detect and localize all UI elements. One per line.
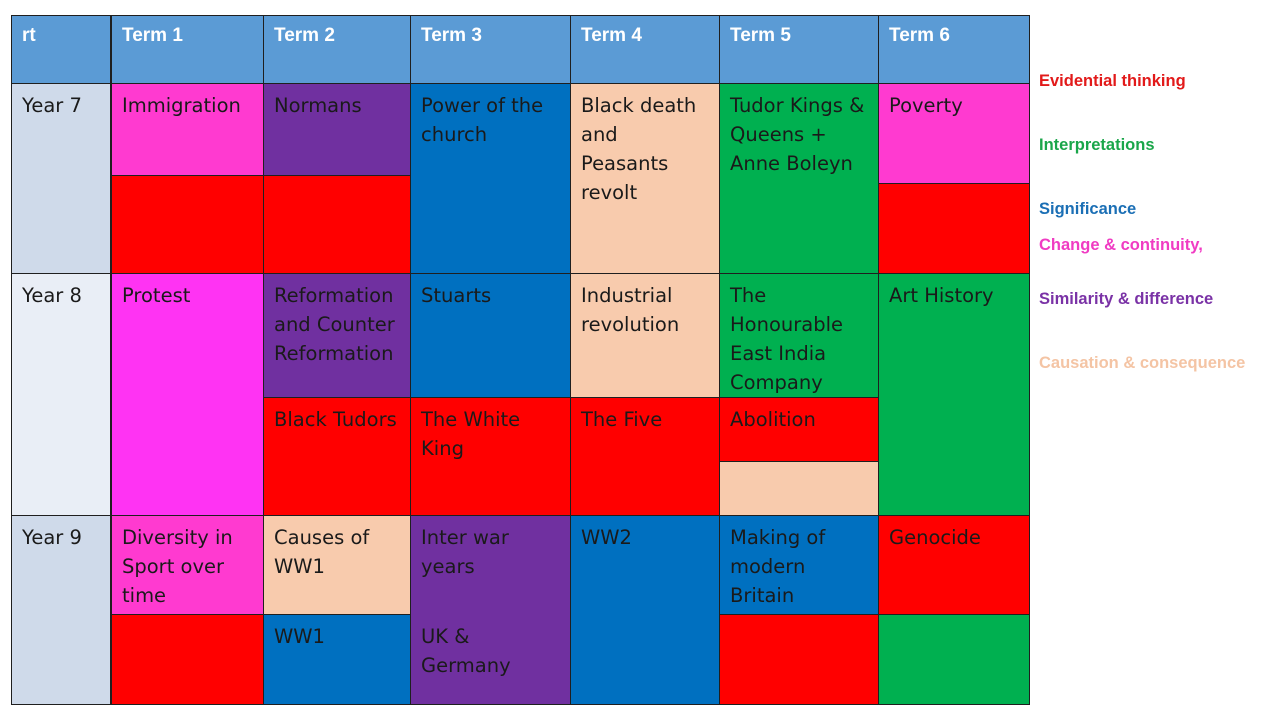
year-9-term-1-focus <box>111 614 264 705</box>
legend-similarity-difference: Similarity & difference <box>1039 290 1214 308</box>
year-9-term-3-topic-a: Inter war years <box>421 526 509 578</box>
year-9-term-2-second-topic: WW1 <box>263 614 411 705</box>
year-7-term-4-topic: Black death and Peasants revolt <box>570 83 720 274</box>
legend-change-continuity: Change & continuity, <box>1039 236 1203 254</box>
year-8-label: Year 8 <box>11 273 111 516</box>
year-9-term-5-focus <box>719 614 879 705</box>
term-2-header: Term 2 <box>263 15 411 84</box>
term-6-header: Term 6 <box>878 15 1030 84</box>
year-8-term-5-focus <box>719 461 879 516</box>
year-7-term-1-topic: Immigration <box>111 83 264 176</box>
year-7-term-3-topic: Power of the church <box>410 83 571 274</box>
term-3-header: Term 3 <box>410 15 571 84</box>
year-8-term-2-second-topic: Black Tudors <box>263 397 411 516</box>
year-7-term-2-topic: Normans <box>263 83 411 176</box>
corner-header: rt <box>11 15 111 84</box>
term-4-header: Term 4 <box>570 15 720 84</box>
year-9-term-3-topic: Inter war years UK & Germany <box>410 515 571 705</box>
legend-significance: Significance <box>1039 200 1137 218</box>
year-7-term-6-focus <box>878 183 1030 274</box>
year-9-term-5-topic: Making of modern Britain <box>719 515 879 615</box>
legend-interpretations: Interpretations <box>1039 136 1155 154</box>
year-7-term-5-topic: Tudor Kings & Queens + Anne Boleyn <box>719 83 879 274</box>
year-8-term-2-topic: Reformation and Counter Reformation <box>263 273 411 398</box>
year-7-term-1-focus <box>111 175 264 274</box>
year-8-term-4-second-topic: The Five <box>570 397 720 516</box>
year-8-term-3-second-topic: The White King <box>410 397 571 516</box>
legend-evidential-thinking: Evidential thinking <box>1039 72 1186 90</box>
year-8-term-4-topic: Industrial revolution <box>570 273 720 398</box>
year-9-term-3-topic-b: UK & Germany <box>421 625 511 677</box>
term-1-header: Term 1 <box>111 15 264 84</box>
year-7-term-6-topic: Poverty <box>878 83 1030 184</box>
year-8-term-3-topic: Stuarts <box>410 273 571 398</box>
year-9-term-4-topic: WW2 <box>570 515 720 705</box>
year-8-term-5-second-topic: Abolition <box>719 397 879 462</box>
legend-causation-consequence: Causation & consequence <box>1039 354 1246 372</box>
year-8-term-5-topic: The Honourable East India Company <box>719 273 879 398</box>
year-8-term-1-topic: Protest <box>111 273 264 516</box>
year-9-term-6-topic: Genocide <box>878 515 1030 615</box>
year-8-term-6-topic: Art History <box>878 273 1030 516</box>
year-9-label: Year 9 <box>11 515 111 705</box>
year-9-term-1-topic: Diversity in Sport over time <box>111 515 264 615</box>
year-9-term-2-topic: Causes of WW1 <box>263 515 411 615</box>
term-5-header: Term 5 <box>719 15 879 84</box>
year-7-label: Year 7 <box>11 83 111 274</box>
year-9-term-6-focus <box>878 614 1030 705</box>
year-7-term-2-focus <box>263 175 411 274</box>
